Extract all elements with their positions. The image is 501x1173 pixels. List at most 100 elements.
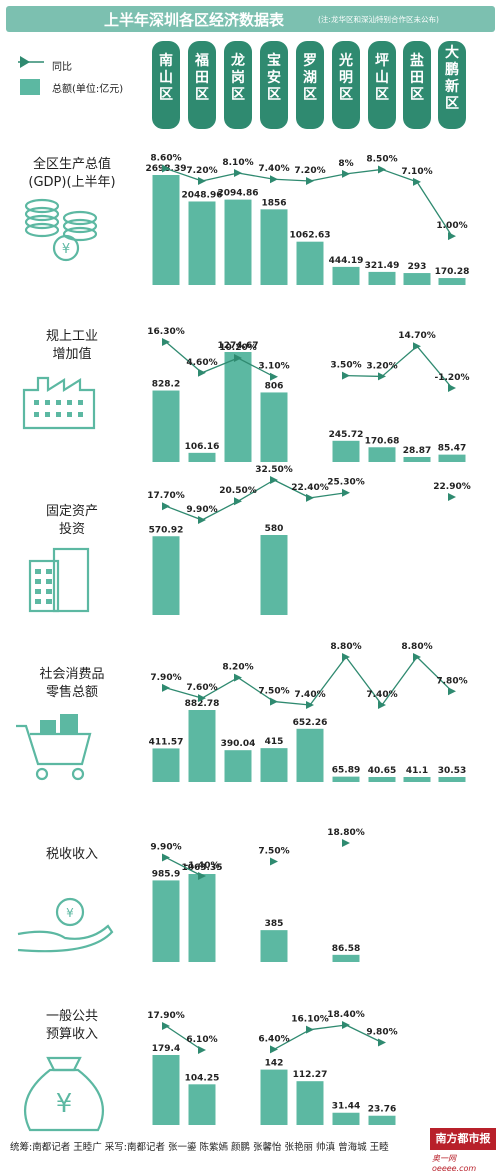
yoy-label: 7.80%: [436, 676, 467, 686]
factory-window: [78, 412, 83, 417]
district-label-char: 岗: [231, 69, 245, 86]
bar: [260, 209, 288, 285]
bar: [403, 777, 431, 782]
bar: [296, 241, 324, 285]
yoy-point: [234, 169, 242, 177]
bar: [438, 278, 466, 285]
yoy-segment: [309, 173, 347, 182]
yoy-point: [342, 839, 350, 847]
data-label: 580: [265, 524, 284, 534]
district-header-8: 盐田区: [403, 41, 431, 129]
yoy-point: [342, 1021, 350, 1029]
yoy-segment: [309, 656, 347, 706]
district-pill: [224, 41, 252, 129]
bar: [368, 777, 396, 782]
yoy-label: 6.40%: [258, 1034, 289, 1044]
data-label: 415: [265, 737, 284, 747]
yoy-point: [270, 372, 278, 381]
bar: [403, 273, 431, 285]
data-label: 30.53: [438, 766, 466, 776]
yoy-point: [198, 694, 206, 703]
bar: [260, 930, 288, 962]
data-label: 1856: [261, 198, 286, 208]
chart-title-line: 增加值: [52, 346, 91, 362]
coin: [62, 218, 98, 234]
bar: [188, 874, 216, 962]
bar: [224, 352, 252, 462]
bar: [368, 271, 396, 285]
bar: [438, 777, 466, 782]
yoy-segment: [381, 656, 418, 706]
page-title: 上半年深圳各区经济数据表: [104, 11, 285, 29]
district-label-char: 明: [339, 70, 353, 86]
district-label-char: 宝: [267, 52, 281, 69]
data-label: 41.1: [406, 766, 428, 776]
chart-title-line: 税收收入: [46, 847, 98, 862]
yoy-segment: [165, 167, 203, 182]
data-label: 806: [265, 381, 284, 391]
bar: [152, 175, 180, 285]
district-label-char: 新: [445, 78, 459, 95]
yoy-point: [342, 169, 350, 178]
yoy-point: [306, 177, 314, 185]
district-label-char: 罗: [303, 53, 317, 69]
building-window: [35, 599, 41, 604]
yen-symbol: ¥: [56, 1089, 73, 1119]
yoy-label: 8.50%: [366, 154, 397, 164]
bar: [152, 390, 180, 462]
watermark-site: 奥一网 oeeee.com: [432, 1154, 477, 1173]
district-label-char: 湖: [303, 70, 317, 86]
coin: [62, 210, 98, 226]
yoy-label: 6.10%: [186, 1035, 217, 1045]
watermark-logo: 南方都市报: [430, 1128, 496, 1150]
cart-icon: [16, 714, 92, 781]
yoy-point: [162, 1022, 170, 1031]
coin-hand-icon: ¥: [17, 897, 114, 953]
coins-icon: ¥: [24, 198, 98, 262]
yoy-point: [342, 653, 350, 661]
data-label: 2048.96: [182, 190, 223, 200]
legend-total-label: 总额(单位:亿元): [52, 84, 124, 95]
footer-credits: 统筹:南都记者 王睦广 采写:南都记者 张一鎏 陈紫嫣 颜鹏 张馨怡 张艳丽 帅…: [10, 1142, 389, 1153]
chart-title-line: 社会消费品: [39, 666, 104, 682]
yen-symbol: ¥: [62, 242, 70, 257]
yoy-segment: [345, 374, 383, 378]
bar: [332, 1112, 360, 1125]
yoy-label: 14.70%: [398, 331, 436, 341]
bar: [332, 440, 360, 462]
building-window: [46, 569, 52, 574]
coin-face: [55, 897, 85, 927]
yoy-segment: [309, 1024, 347, 1031]
data-label: 293: [408, 262, 427, 272]
yoy-point: [270, 697, 278, 706]
yoy-segment: [416, 181, 453, 237]
chart-title-line: 预算收入: [46, 1027, 98, 1042]
data-label: 170.68: [365, 436, 400, 446]
data-label: 112.27: [293, 1070, 328, 1080]
chart-title-line: 全区生产总值: [33, 156, 111, 172]
district-label-char: 区: [159, 87, 173, 103]
yoy-label: 8.80%: [401, 642, 432, 652]
data-label: 882.78: [185, 699, 220, 709]
data-label: 828.2: [152, 380, 180, 390]
yoy-point: [306, 493, 314, 502]
yoy-label: -1.40%: [185, 861, 220, 871]
data-label: 411.57: [149, 737, 184, 747]
district-pill: [332, 41, 360, 129]
district-pill: [368, 41, 396, 129]
district-label-char: 光: [338, 52, 353, 69]
district-header-2: 福田区: [188, 41, 216, 129]
factory-body: [22, 376, 96, 430]
legend-yoy-arrow-icon: [20, 56, 30, 68]
yoy-label: 25.30%: [327, 478, 365, 488]
bar: [188, 452, 216, 462]
cart-body: [16, 724, 92, 766]
yoy-point: [342, 371, 350, 380]
yoy-point: [198, 1046, 206, 1054]
chart-title-line: 投资: [59, 521, 85, 537]
yoy-segment: [381, 345, 418, 377]
yoy-segment: [237, 357, 275, 378]
yoy-label: 3.50%: [330, 361, 361, 371]
bar: [332, 776, 360, 782]
